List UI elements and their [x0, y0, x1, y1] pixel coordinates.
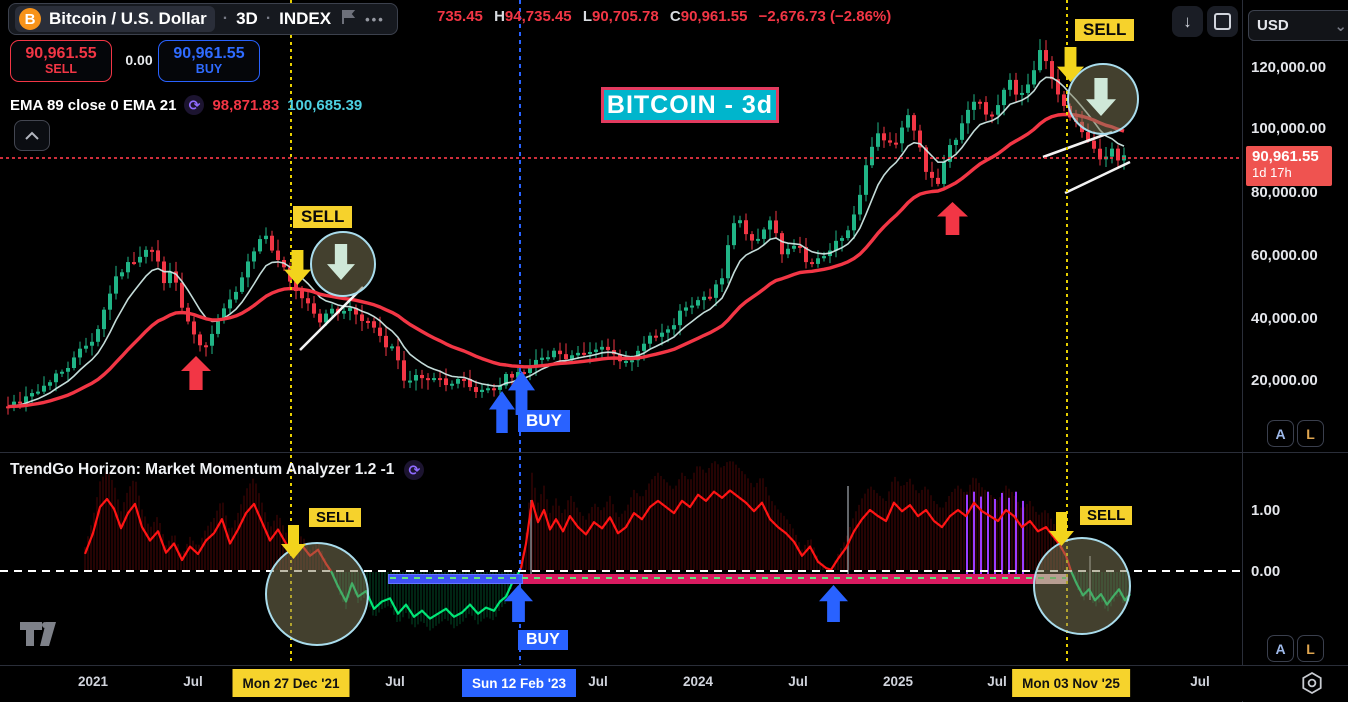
change-value: −2,676.73 (−2.86%) — [758, 8, 892, 25]
low-label: L — [582, 8, 592, 25]
time-tick: Jul — [183, 674, 203, 689]
price-axis-divider[interactable] — [1242, 0, 1243, 702]
sell-date-guide-2 — [1066, 0, 1068, 665]
fullscreen-icon — [1214, 13, 1231, 30]
current-price-tag: 90,961.55 1d 17h — [1246, 146, 1332, 186]
signal-circle — [265, 542, 369, 646]
bar-countdown: 1d 17h — [1252, 165, 1292, 180]
momentum-log-scale-button[interactable]: L — [1297, 635, 1324, 662]
main-chart-canvas[interactable] — [0, 0, 1242, 452]
timeframe-label[interactable]: 3D — [236, 9, 258, 28]
separator-dot: · — [265, 10, 272, 27]
download-button[interactable]: ↓ — [1172, 6, 1203, 37]
momentum-axis-label: 1.00 — [1251, 502, 1281, 519]
timeaxis-divider — [0, 665, 1348, 666]
collapse-button[interactable] — [14, 120, 50, 151]
sell-button[interactable]: 90,961.55 SELL — [10, 40, 112, 82]
close-label: C — [669, 8, 681, 25]
buy-signal-label: BUY — [518, 410, 570, 432]
currency-dropdown[interactable]: USD ⌄ — [1248, 10, 1348, 41]
time-tick: Jul — [788, 674, 808, 689]
sell-signal-label: SELL — [309, 508, 362, 527]
download-icon: ↓ — [1183, 11, 1192, 31]
separator-dot: · — [222, 10, 229, 27]
timezone-settings-icon[interactable] — [1300, 671, 1324, 695]
ema-label: EMA 89 close 0 EMA 21 — [10, 96, 177, 114]
sell-signal-label: SELL — [293, 206, 353, 228]
time-tick: 2024 — [682, 674, 714, 689]
price-axis-label: 20,000.00 — [1251, 372, 1318, 389]
ema-value-red: 98,871.83 — [212, 96, 280, 114]
bitcoin-icon: B — [19, 8, 41, 30]
sell-date-highlight: Mon 03 Nov '25 — [1012, 669, 1130, 697]
sell-price: 90,961.55 — [25, 45, 97, 63]
momentum-band-blue — [388, 574, 523, 584]
sell-date-guide-1 — [290, 0, 292, 665]
momentum-zero-line — [0, 570, 1242, 572]
momentum-title-text: TrendGo Horizon: Market Momentum Analyze… — [10, 461, 395, 478]
time-tick: Jul — [987, 674, 1007, 689]
sell-date-highlight: Mon 27 Dec '21 — [232, 669, 350, 697]
panel-divider[interactable] — [0, 452, 1348, 453]
time-axis[interactable]: 2021 Jul Jul Jul 2024 Jul 2025 Jul Jul M… — [0, 666, 1348, 701]
price-axis-label: 60,000.00 — [1251, 247, 1318, 264]
price-axis-label: 120,000.00 — [1251, 59, 1327, 76]
high-label: H — [494, 8, 505, 25]
symbol-name[interactable]: Bitcoin / U.S. Dollar — [49, 9, 207, 28]
current-price-value: 90,961.55 — [1252, 148, 1319, 165]
time-tick: 2025 — [882, 674, 914, 689]
buy-price: 90,961.55 — [173, 45, 245, 63]
time-tick: Jul — [588, 674, 608, 689]
buy-date-highlight: Sun 12 Feb '23 — [462, 669, 576, 697]
time-tick: Jul — [385, 674, 405, 689]
price-axis-label: 100,000.00 — [1251, 120, 1327, 137]
refresh-icon[interactable]: ⟳ — [184, 95, 205, 115]
symbol-capsule[interactable]: B Bitcoin / U.S. Dollar — [15, 6, 215, 32]
more-options-icon[interactable]: ••• — [365, 11, 385, 27]
time-tick: 2021 — [77, 674, 109, 689]
tradingview-logo[interactable] — [18, 616, 68, 652]
ema-value-cyan: 100,685.39 — [287, 96, 363, 114]
symbol-header[interactable]: B Bitcoin / U.S. Dollar · 3D · INDEX ••• — [8, 3, 398, 35]
chart-caption: BITCOIN - 3d — [601, 87, 779, 123]
fullscreen-button[interactable] — [1207, 6, 1238, 37]
signal-circle — [1033, 537, 1131, 635]
current-price-line — [0, 157, 1242, 159]
buy-word: BUY — [195, 61, 223, 76]
refresh-icon[interactable]: ⟳ — [404, 460, 425, 480]
momentum-indicator-title[interactable]: TrendGo Horizon: Market Momentum Analyze… — [10, 460, 425, 480]
close-value: 90,961.55 — [680, 8, 748, 25]
log-scale-button[interactable]: L — [1297, 420, 1324, 447]
high-value: 94,735.45 — [504, 8, 572, 25]
open-value: 735.45 — [437, 8, 483, 25]
price-axis-label: 40,000.00 — [1251, 310, 1318, 327]
momentum-band-centerline — [390, 577, 1066, 579]
flag-icon[interactable] — [339, 8, 357, 31]
sell-word: SELL — [45, 61, 77, 76]
momentum-chart-canvas[interactable] — [0, 452, 1242, 665]
sell-signal-label: SELL — [1080, 506, 1133, 525]
ohlc-readout: 735.45 H94,735.45 L90,705.78 C90,961.55 … — [437, 8, 891, 25]
exchange-label: INDEX — [279, 9, 332, 28]
sell-signal-label: SELL — [1075, 19, 1135, 41]
buy-signal-label: BUY — [518, 630, 568, 650]
momentum-axis-label: 0.00 — [1251, 563, 1281, 580]
spread-value: 0.00 — [125, 52, 153, 68]
momentum-band-crimson — [523, 574, 1036, 584]
momentum-auto-scale-button[interactable]: A — [1267, 635, 1294, 662]
price-axis-label: 80,000.00 — [1251, 184, 1318, 201]
currency-value: USD — [1257, 17, 1289, 34]
buy-button[interactable]: 90,961.55 BUY — [158, 40, 260, 82]
buy-date-guide — [519, 0, 521, 665]
chevron-down-icon: ⌄ — [1334, 17, 1347, 35]
time-tick: Jul — [1190, 674, 1210, 689]
auto-scale-button[interactable]: A — [1267, 420, 1294, 447]
low-value: 90,705.78 — [591, 8, 659, 25]
ema-legend[interactable]: EMA 89 close 0 EMA 21 ⟳ 98,871.83 100,68… — [10, 95, 362, 115]
